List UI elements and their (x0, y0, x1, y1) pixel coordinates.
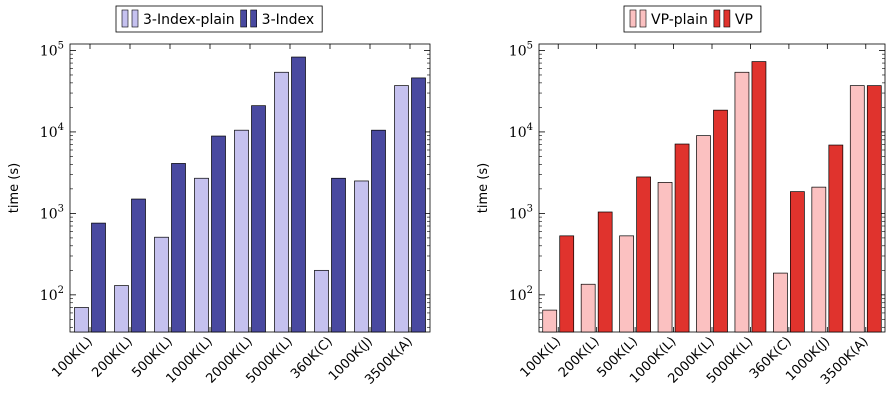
bar (331, 177, 346, 333)
bar (354, 180, 369, 333)
bar (559, 235, 575, 333)
bar (74, 307, 89, 333)
legend-box (623, 5, 762, 33)
minor-ticks (539, 53, 885, 328)
bar (411, 77, 426, 333)
x-tick-label: 100K(L) (49, 334, 95, 380)
bar (828, 144, 844, 333)
y-tick-label: 105 (509, 40, 533, 59)
y-tick-label: 103 (40, 203, 64, 222)
series-1 (559, 61, 882, 333)
legend-label: 3-Index-plain (143, 12, 235, 28)
bar (194, 177, 209, 333)
legend-swatch (629, 9, 637, 28)
bar (674, 143, 690, 333)
minor-ticks (70, 53, 430, 328)
bar (849, 85, 865, 333)
series-0 (74, 71, 409, 333)
bar (154, 236, 169, 333)
y-tick-label: 104 (40, 122, 64, 141)
legend-swatch (131, 9, 139, 28)
bar (811, 186, 827, 333)
x-tick-label: 200K(L) (89, 334, 135, 380)
bar (751, 61, 767, 333)
bar (734, 71, 750, 333)
bar (619, 235, 634, 333)
legend-swatch (639, 9, 647, 28)
legend-swatch (240, 9, 247, 28)
legend-swatch (250, 9, 257, 28)
series-1 (91, 56, 426, 333)
legend-label: VP-plain (651, 12, 708, 28)
series-0 (542, 71, 865, 333)
bar (657, 182, 673, 333)
bar (580, 283, 596, 333)
bar (636, 176, 651, 333)
bar (371, 129, 386, 333)
bar (773, 272, 788, 333)
legend-swatch (713, 9, 721, 28)
bar (274, 71, 289, 333)
bar (314, 269, 329, 333)
y-tick-label: 102 (40, 285, 64, 304)
bar (394, 85, 409, 333)
y-tick-label: 102 (509, 285, 533, 304)
bar (713, 109, 728, 333)
x-tick-label: 200K(L) (556, 334, 602, 380)
bar (790, 191, 805, 333)
bar (866, 85, 882, 333)
bar (291, 56, 306, 333)
y-axis-label: time (s) (7, 163, 22, 213)
legend-box (115, 5, 323, 33)
bar (211, 135, 226, 333)
legend-swatch (723, 9, 731, 28)
bar (114, 285, 129, 333)
bar (696, 135, 711, 333)
bar (542, 309, 558, 333)
legend: 3-Index-plain 3-Index (115, 5, 323, 33)
y-axis-label: time (s) (476, 163, 491, 213)
bar (171, 163, 186, 333)
legend-label: VP (735, 12, 753, 28)
legend-label: 3-Index (262, 12, 315, 28)
y-tick-label: 103 (509, 203, 533, 222)
bar (91, 222, 106, 333)
y-tick-label: 104 (509, 122, 533, 141)
bar (131, 198, 146, 333)
legend-swatch (121, 9, 129, 28)
bar (251, 105, 266, 333)
legend: VP-plain VP (623, 5, 762, 33)
bar (597, 211, 613, 333)
bar (234, 129, 249, 333)
x-tick-label: 100K(L) (518, 334, 564, 380)
y-tick-label: 105 (40, 40, 64, 59)
